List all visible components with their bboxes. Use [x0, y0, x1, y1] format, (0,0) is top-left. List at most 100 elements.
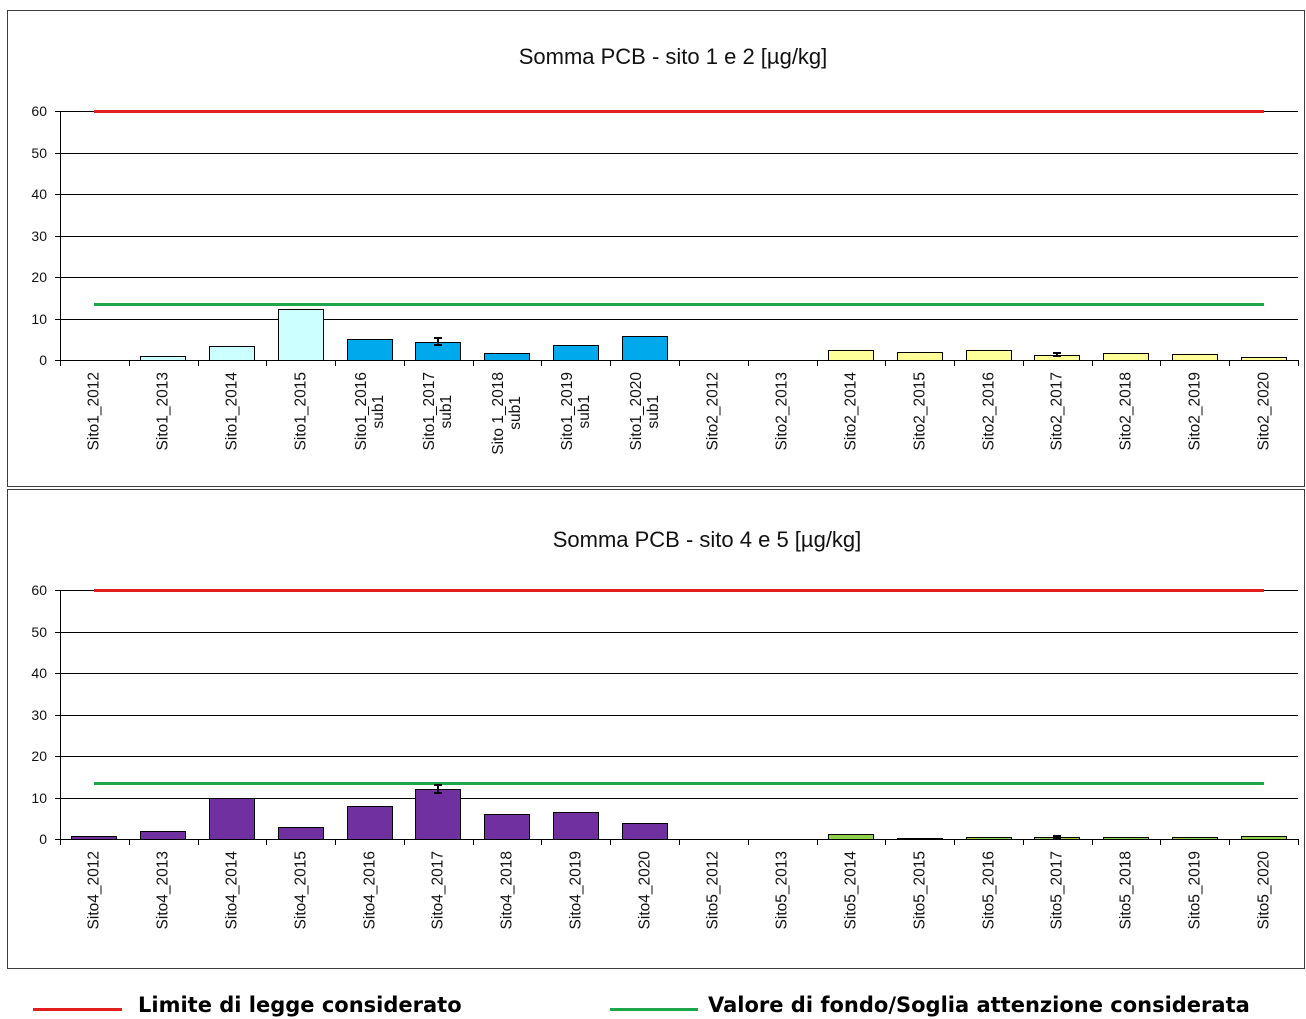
x-tick-label: Sito1_2017 sub1: [421, 372, 456, 451]
y-tick-label: 20: [31, 748, 47, 764]
x-tick-label: Sito4_2019: [567, 851, 585, 930]
gridline: [60, 153, 1298, 154]
x-tick-mark: [885, 360, 886, 366]
bar: [827, 350, 874, 361]
bar: [827, 833, 874, 840]
x-tick-mark: [1160, 360, 1161, 366]
y-tick-label: 50: [31, 624, 47, 640]
y-tick-label: 10: [31, 311, 47, 327]
y-tick-label: 40: [31, 186, 47, 202]
bar: [277, 826, 324, 840]
x-tick-mark: [954, 839, 955, 845]
x-tick-label: Sito2_2016: [980, 372, 997, 451]
reference-line: [94, 588, 1264, 592]
y-axis-line: [60, 590, 61, 840]
x-tick-mark: [198, 839, 199, 845]
y-tick-mark: [55, 236, 60, 237]
x-tick-label: Sito2_2014: [842, 372, 860, 451]
bar: [208, 797, 255, 840]
x-tick-label: Sito1_2013: [154, 372, 172, 451]
x-tick-mark: [610, 360, 611, 366]
legend-label: Valore di fondo/Soglia attenzione consid…: [708, 993, 1250, 1017]
x-tick-label: Sito4_2014: [223, 851, 241, 930]
x-tick-mark: [748, 360, 749, 366]
x-tick-label: Sito5_2014: [842, 851, 860, 930]
bar: [346, 806, 393, 840]
error-bar: [434, 784, 443, 794]
gridline: [60, 277, 1298, 278]
bar: [896, 352, 943, 361]
x-tick-mark: [129, 360, 130, 366]
x-tick-label: Sito4_2013: [154, 851, 172, 930]
x-tick-label: Sito1_2015: [292, 372, 310, 451]
x-tick-mark: [129, 839, 130, 845]
reference-line: [94, 782, 1264, 786]
gridline: [60, 715, 1298, 716]
bar: [208, 345, 255, 361]
x-tick-label: Sito1_2020 sub1: [627, 372, 662, 451]
x-tick-label: Sito1_2019 sub1: [558, 372, 593, 451]
x-tick-label: Sito1_2012: [85, 372, 103, 451]
x-tick-mark: [335, 360, 336, 366]
legend-line-swatch: [610, 1008, 698, 1011]
legend-line-swatch: [33, 1008, 122, 1011]
x-tick-mark: [473, 360, 474, 366]
y-tick-mark: [55, 673, 60, 674]
bar: [552, 812, 599, 840]
x-tick-mark: [335, 839, 336, 845]
x-tick-mark: [954, 360, 955, 366]
x-tick-mark: [541, 360, 542, 366]
x-tick-label: Sito2_2015: [911, 372, 929, 451]
gridline: [60, 756, 1298, 757]
y-tick-label: 0: [39, 831, 47, 847]
y-tick-mark: [55, 360, 60, 361]
x-tick-label: Sito 1_2018 sub1: [490, 372, 525, 455]
x-tick-label: Sito4_2016: [361, 851, 378, 930]
bar: [1171, 354, 1218, 361]
x-tick-mark: [679, 839, 680, 845]
x-tick-label: Sito5_2013: [773, 851, 791, 930]
bar: [1240, 356, 1287, 361]
x-tick-label: Sito4_2020: [636, 851, 654, 930]
y-tick-label: 60: [31, 582, 47, 598]
y-tick-mark: [55, 632, 60, 633]
bar: [621, 335, 668, 361]
y-tick-mark: [55, 319, 60, 320]
x-tick-mark: [60, 839, 61, 845]
x-tick-label: Sito5_2015: [911, 851, 929, 930]
bar: [621, 822, 668, 840]
chart-panel-sito-1-2: Somma PCB - sito 1 e 2 [µg/kg] 0 10 20 30 40…: [7, 10, 1305, 487]
y-tick-label: 20: [31, 269, 47, 285]
x-tick-label: Sito5_2019: [1186, 851, 1204, 930]
x-tick-mark: [404, 839, 405, 845]
x-tick-label: Sito5_2012: [704, 851, 722, 930]
x-tick-mark: [1023, 360, 1024, 366]
x-tick-label: Sito5_2016: [980, 851, 997, 930]
x-tick-label: Sito5_2020: [1255, 851, 1273, 930]
x-tick-mark: [198, 360, 199, 366]
x-tick-mark: [885, 839, 886, 845]
bar: [965, 350, 1012, 361]
x-tick-mark: [1092, 839, 1093, 845]
legend-label: Limite di legge considerato: [138, 993, 462, 1017]
error-bar: [1053, 351, 1062, 358]
x-tick-mark: [679, 360, 680, 366]
bar: [277, 308, 324, 361]
x-tick-label: Sito2_2013: [773, 372, 791, 451]
x-tick-label: Sito4_2018: [498, 851, 516, 930]
bar: [415, 789, 462, 840]
x-tick-mark: [473, 839, 474, 845]
x-tick-mark: [1229, 360, 1230, 366]
x-tick-mark: [1023, 839, 1024, 845]
x-tick-label: Sito1_2014: [223, 372, 241, 451]
bar: [71, 835, 118, 840]
x-tick-mark: [541, 839, 542, 845]
x-tick-mark: [817, 839, 818, 845]
gridline: [60, 632, 1298, 633]
x-tick-label: Sito2_2017: [1048, 372, 1066, 451]
bar: [140, 831, 187, 840]
y-tick-label: 60: [31, 103, 47, 119]
x-tick-mark: [404, 360, 405, 366]
bar: [346, 338, 393, 361]
